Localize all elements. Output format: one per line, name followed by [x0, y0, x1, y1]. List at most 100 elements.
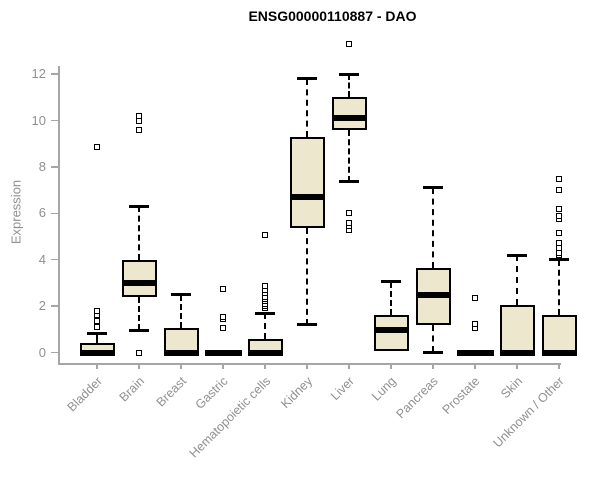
median-line — [289, 194, 325, 201]
box-plot-box — [541, 315, 577, 353]
x-tick-label: Pancreas — [393, 374, 441, 422]
x-tick — [474, 363, 476, 369]
x-tick — [348, 363, 350, 369]
whisker-cap — [339, 180, 359, 184]
whisker-cap — [339, 72, 359, 76]
x-tick — [516, 363, 518, 369]
y-tick-label: 2 — [38, 298, 46, 314]
x-tick-label: Brain — [116, 374, 147, 405]
outlier-marker — [556, 230, 562, 237]
whisker-line — [390, 281, 392, 316]
outlier-marker — [94, 307, 100, 314]
whisker-line — [432, 187, 434, 268]
whisker-cap — [129, 328, 149, 332]
x-tick-label: Gastric — [193, 374, 231, 412]
y-tick — [51, 351, 58, 354]
outlier-marker — [136, 126, 142, 133]
x-tick — [96, 363, 98, 369]
whisker-cap — [423, 186, 443, 190]
outlier-marker — [346, 40, 352, 47]
outlier-marker — [556, 175, 562, 182]
outlier-marker — [556, 212, 562, 219]
outlier-marker — [472, 320, 478, 327]
median-line — [415, 291, 451, 298]
outlier-marker — [262, 283, 268, 290]
x-tick — [432, 363, 434, 369]
outlier-marker — [346, 219, 352, 226]
whisker-cap — [297, 323, 317, 327]
y-tick-label: 10 — [31, 112, 46, 128]
whisker-cap — [549, 258, 569, 262]
whisker-line — [306, 228, 308, 325]
whisker-cap — [423, 351, 443, 354]
box-plot-box — [331, 97, 367, 130]
median-line — [541, 349, 577, 356]
outlier-marker — [94, 323, 100, 330]
median-line — [499, 349, 535, 356]
x-tick — [306, 363, 308, 369]
y-axis-line — [58, 66, 60, 363]
median-line — [204, 349, 242, 356]
whisker-line — [516, 255, 518, 305]
whisker-cap — [381, 280, 401, 284]
whisker-line — [264, 313, 266, 339]
y-tick-label: 6 — [38, 205, 46, 221]
median-line — [163, 349, 199, 356]
median-line — [79, 349, 115, 356]
whisker-line — [558, 259, 560, 316]
x-tick — [222, 363, 224, 369]
outlier-marker — [262, 232, 268, 239]
x-tick-label: Skin — [497, 374, 525, 402]
whisker-cap — [87, 332, 107, 336]
x-tick — [264, 363, 266, 369]
whisker-line — [138, 206, 140, 260]
outlier-marker — [556, 205, 562, 212]
whisker-cap — [297, 77, 317, 81]
y-tick — [51, 73, 58, 75]
outlier-marker — [94, 144, 100, 151]
whisker-line — [348, 74, 350, 98]
x-tick-label: Kidney — [277, 374, 315, 411]
outlier-marker — [94, 318, 100, 325]
outlier-marker — [220, 285, 226, 292]
outlier-marker — [136, 112, 142, 119]
x-tick-label: Lung — [369, 374, 399, 404]
y-tick-label: 12 — [31, 66, 46, 82]
y-tick-label: 4 — [38, 251, 46, 267]
whisker-line — [432, 324, 434, 353]
median-line — [121, 279, 157, 286]
x-tick-label: Hematopoietic cells — [186, 374, 273, 461]
median-line — [247, 349, 283, 356]
outlier-marker — [472, 294, 478, 301]
median-line — [456, 349, 494, 356]
whisker-line — [348, 129, 350, 182]
box-plot-box — [121, 259, 157, 297]
chart-title: ENSG00000110887 - DAO — [248, 8, 417, 24]
y-tick — [51, 258, 58, 261]
y-tick — [51, 166, 58, 168]
whisker-line — [180, 294, 182, 329]
y-tick — [51, 305, 58, 307]
x-axis-line — [58, 363, 561, 365]
outlier-marker — [220, 313, 226, 320]
box-plot-box — [499, 304, 535, 353]
x-tick-label: Bladder — [64, 374, 105, 415]
whisker-line — [138, 296, 140, 331]
y-tick-label: 0 — [38, 344, 46, 360]
outlier-marker — [136, 349, 142, 356]
whisker-cap — [507, 253, 527, 257]
x-tick — [558, 363, 560, 369]
x-tick — [138, 363, 140, 369]
whisker-cap — [255, 311, 275, 315]
median-line — [331, 115, 367, 122]
box-plot-box — [289, 136, 325, 229]
outlier-marker — [556, 187, 562, 194]
median-line — [373, 327, 409, 334]
outlier-marker — [220, 325, 226, 332]
y-tick-label: 8 — [38, 158, 46, 174]
outlier-marker — [346, 210, 352, 217]
whisker-line — [306, 78, 308, 137]
x-tick-label: Prostate — [440, 374, 483, 417]
x-tick — [180, 363, 182, 369]
